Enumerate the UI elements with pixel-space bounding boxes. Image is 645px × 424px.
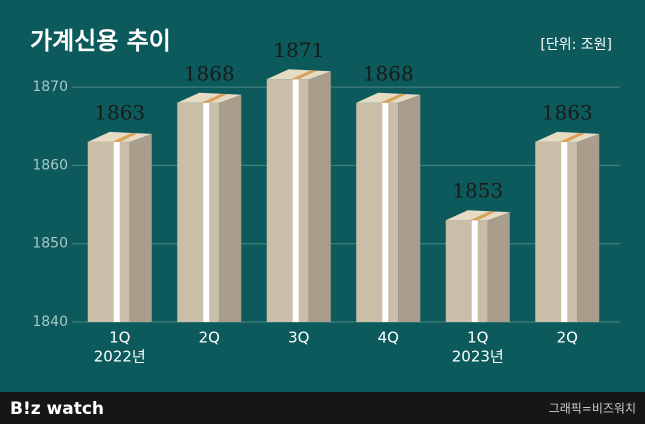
bar-top-band: [380, 93, 407, 103]
bar-top: [535, 131, 600, 142]
bar: [177, 92, 242, 322]
chart-title: 가계신용 추이: [30, 27, 171, 55]
bar-side: [577, 133, 600, 322]
bar-top: [177, 92, 242, 103]
bar-band: [113, 141, 120, 322]
logo: B!z watch: [10, 399, 104, 419]
bar-front: [445, 220, 488, 322]
bar-side: [487, 212, 510, 322]
bar-top-band: [201, 93, 228, 103]
bar-top: [266, 69, 331, 80]
bar-side: [308, 71, 331, 322]
bar-top: [445, 210, 510, 221]
y-tick-label: 1860: [32, 157, 68, 173]
bar-front: [356, 102, 399, 322]
y-tick-label: 1840: [32, 314, 68, 330]
bar-top-band: [469, 211, 496, 221]
bar-front: [177, 102, 220, 322]
value-label: 1853: [452, 179, 503, 203]
value-label: 1863: [94, 100, 145, 124]
value-label: 1863: [542, 100, 593, 124]
bar-top-band: [111, 132, 138, 142]
bar-top: [356, 92, 421, 103]
bar-front: [87, 141, 130, 322]
x-tick-label: 2Q: [199, 329, 220, 347]
bar: [87, 131, 152, 322]
bar-top-band: [290, 70, 317, 80]
bar-band: [561, 141, 568, 322]
bar-band: [203, 102, 210, 322]
year-label: 2023년: [452, 348, 504, 366]
x-tick-label: 3Q: [288, 329, 309, 347]
x-tick-label: 1Q: [109, 329, 130, 347]
value-label: 1868: [184, 61, 235, 85]
credit: 그래픽=비즈워치: [549, 402, 636, 416]
bar: [445, 210, 510, 322]
bar-top: [87, 131, 152, 142]
bar-band: [292, 79, 299, 322]
bar-front: [535, 141, 578, 322]
bar-side: [129, 133, 152, 322]
bar-band: [471, 220, 478, 322]
year-label: 2022년: [94, 348, 146, 366]
bar: [356, 92, 421, 322]
value-label: 1871: [273, 38, 324, 62]
unit-label: [단위: 조원]: [540, 37, 612, 53]
y-tick-label: 1850: [32, 236, 68, 252]
y-tick-label: 1870: [32, 79, 68, 95]
bar: [535, 131, 600, 322]
bar-side: [219, 94, 242, 322]
bar: [266, 69, 331, 322]
bar-side: [398, 94, 421, 322]
x-tick-label: 1Q: [467, 329, 488, 347]
x-tick-label: 4Q: [378, 329, 399, 347]
value-label: 1868: [363, 61, 414, 85]
bar-band: [382, 102, 389, 322]
footer-bar: [0, 392, 645, 424]
bar-front: [266, 79, 309, 322]
bar-top-band: [559, 132, 586, 142]
x-tick-label: 2Q: [557, 329, 578, 347]
